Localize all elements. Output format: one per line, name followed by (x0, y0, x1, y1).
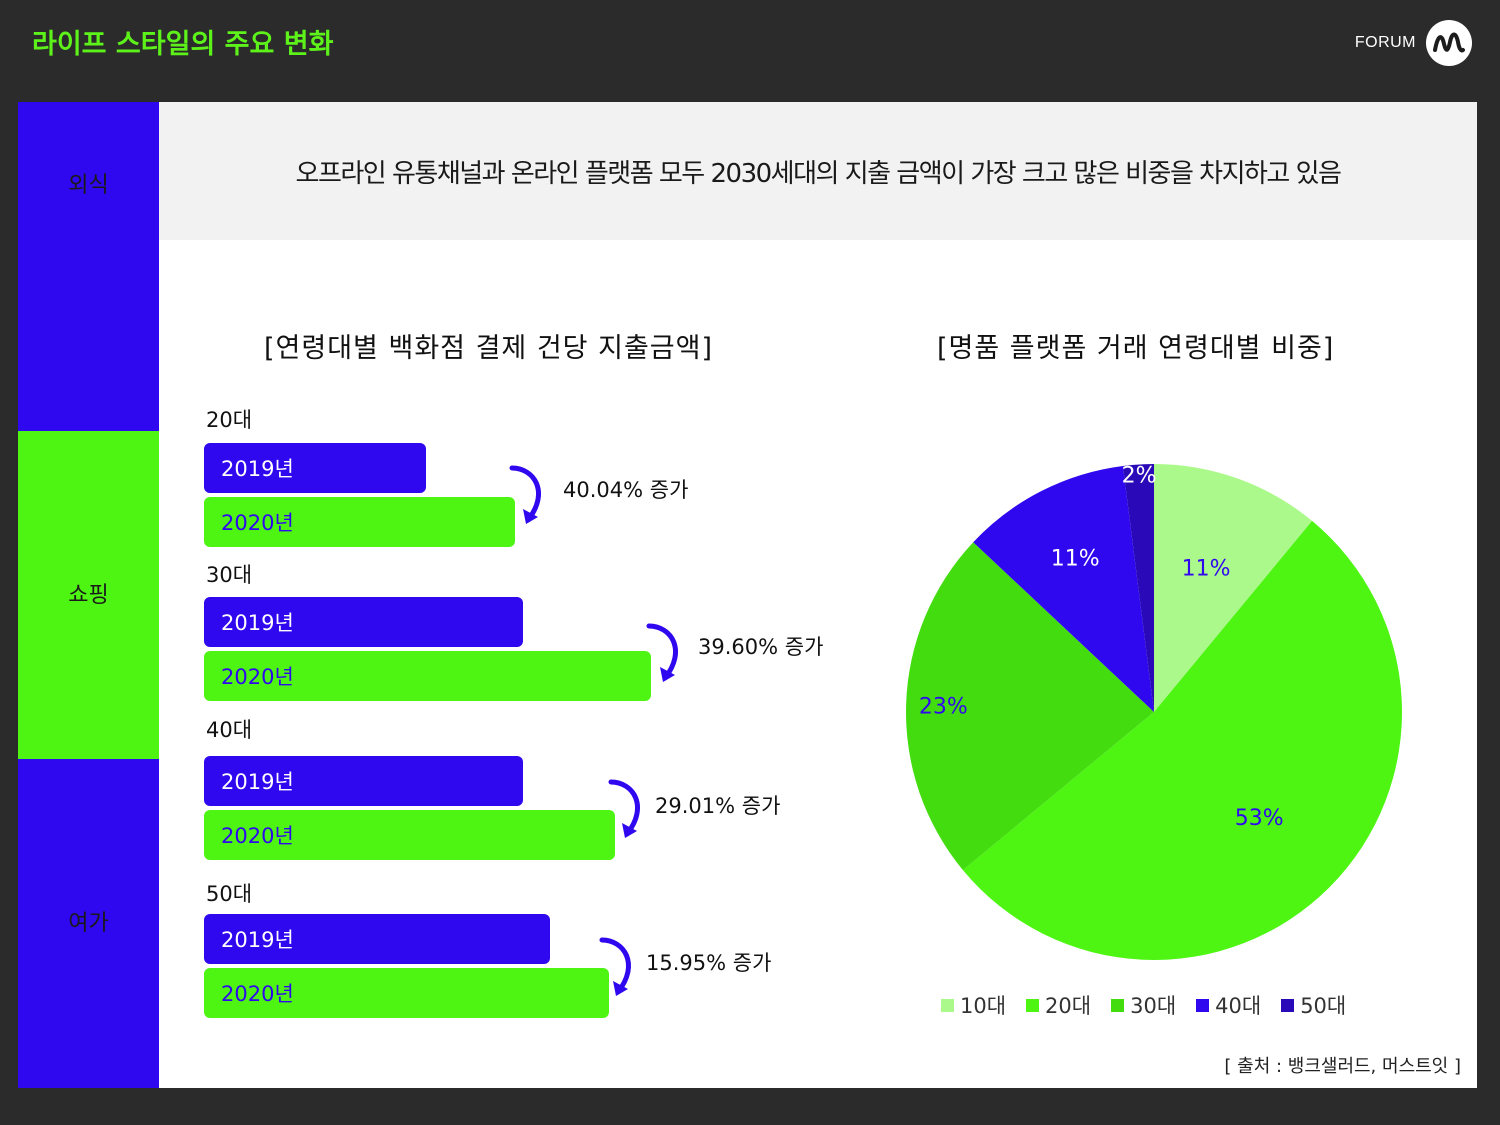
legend-label: 10대 (960, 994, 1007, 1018)
pie-slice-10대 (1154, 464, 1313, 712)
bar-label: 2019년 (221, 611, 294, 635)
sidebar-item-shopping[interactable]: 쇼핑 (18, 431, 159, 759)
legend-swatch (1196, 998, 1210, 1012)
pie-label: 11% (1182, 556, 1231, 581)
legend-item: 50대 (1281, 990, 1346, 1020)
legend-swatch (1026, 998, 1040, 1012)
brand-text: FORUM (1354, 34, 1416, 51)
bar-2020: 2020년 (204, 810, 615, 860)
legend-swatch (1281, 998, 1295, 1012)
legend-label: 20대 (1045, 994, 1092, 1018)
legend-item: 40대 (1196, 990, 1261, 1020)
bar-label: 2019년 (221, 457, 294, 481)
pie-label: 11% (1051, 546, 1100, 571)
bar-2020: 2020년 (204, 497, 515, 547)
curved-arrow-icon (646, 623, 678, 682)
bar-2019: 2019년 (204, 914, 550, 964)
curved-arrow-icon (608, 779, 640, 838)
increase-label: 15.95% 증가 (646, 951, 772, 975)
pie-label: 2% (1122, 463, 1157, 488)
bar-label: 2020년 (221, 824, 294, 848)
pie-label: 53% (1235, 806, 1284, 831)
pie-slice-50대 (1122, 464, 1154, 712)
legend-label: 30대 (1130, 994, 1177, 1018)
legend-swatch (941, 998, 954, 1012)
pie-chart: 11% 53% 23% 11% 2% (906, 463, 1402, 961)
summary-text: 오프라인 유통채널과 온라인 플랫폼 모두 2030세대의 지출 금액이 가장 … (295, 158, 1342, 189)
main-panel: 오프라인 유통채널과 온라인 플랫폼 모두 2030세대의 지출 금액이 가장 … (159, 102, 1477, 1088)
bar-2020: 2020년 (204, 651, 651, 701)
bar-label: 2019년 (221, 770, 294, 794)
bar-chart-title: [연령대별 백화점 결제 건당 지출금액] (264, 333, 713, 364)
legend-label: 50대 (1300, 994, 1347, 1018)
summary-banner: 오프라인 유통채널과 온라인 플랫폼 모두 2030세대의 지출 금액이 가장 … (159, 102, 1477, 240)
increase-label: 40.04% 증가 (563, 478, 689, 502)
curved-arrow-icon (509, 465, 541, 524)
bar-2019: 2019년 (204, 443, 426, 493)
increase-label: 29.01% 증가 (655, 794, 781, 818)
pie-slice-30대 (906, 542, 1154, 871)
bar-label: 2019년 (221, 928, 294, 952)
brand: FORUM (1355, 20, 1472, 66)
pie-label: 23% (919, 694, 968, 719)
age-label: 30대 (206, 563, 253, 587)
bar-2019: 2019년 (204, 597, 523, 647)
legend-item: 30대 (1111, 990, 1176, 1020)
legend-swatch (1111, 998, 1125, 1012)
sidebar-item-dining[interactable]: 외식 (18, 102, 159, 431)
sidebar-item-label: 쇼핑 (68, 583, 109, 608)
legend-item: 10대 (941, 990, 1006, 1020)
age-label: 40대 (206, 718, 253, 742)
increase-label: 39.60% 증가 (698, 635, 824, 659)
pie-slice-20대 (962, 520, 1402, 961)
legend-item: 20대 (1026, 990, 1091, 1020)
curved-arrow-icon (599, 937, 631, 996)
sidebar-item-leisure[interactable]: 여가 (18, 759, 159, 1088)
source-note: [ 출처 : 뱅크샐러드, 머스트잇 ] (1224, 1056, 1461, 1077)
age-label: 20대 (206, 408, 253, 432)
sidebar: 외식 쇼핑 여가 (18, 102, 159, 1088)
pie-legend: 10대 20대 30대 40대 50대 (941, 990, 1346, 1020)
brand-logo-icon (1426, 20, 1472, 66)
page-title: 라이프 스타일의 주요 변화 (32, 29, 334, 60)
legend-label: 40대 (1215, 994, 1262, 1018)
pie-chart-title: [명품 플랫폼 거래 연령대별 비중] (937, 333, 1335, 364)
bar-label: 2020년 (221, 511, 294, 535)
bar-2019: 2019년 (204, 756, 523, 806)
bar-label: 2020년 (221, 665, 294, 689)
sidebar-item-label: 여가 (68, 911, 109, 936)
age-label: 50대 (206, 882, 253, 906)
pie-slice-40대 (973, 465, 1154, 712)
bar-label: 2020년 (221, 982, 294, 1006)
bar-2020: 2020년 (204, 968, 609, 1018)
sidebar-item-label: 외식 (68, 172, 109, 198)
